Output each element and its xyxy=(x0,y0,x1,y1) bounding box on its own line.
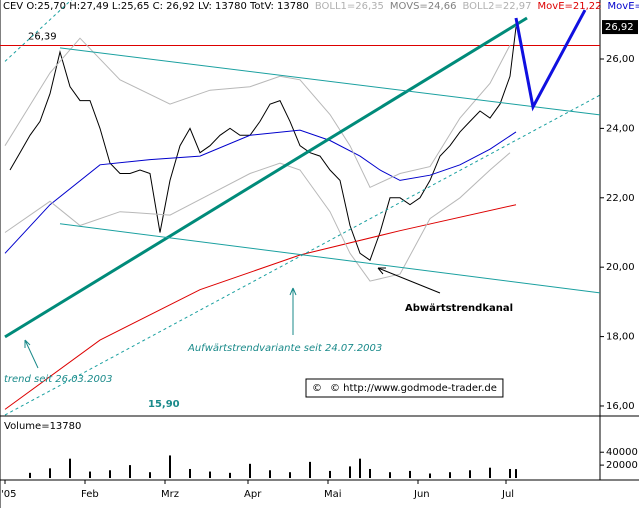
volume-bar xyxy=(169,455,171,478)
y-tick-label: 20000 xyxy=(606,460,638,471)
volume-bar xyxy=(149,472,151,478)
volume-bar xyxy=(409,470,411,478)
y-tick-label: 26,00 xyxy=(606,54,635,65)
indicator-line xyxy=(4,129,517,254)
volume-bar xyxy=(489,467,491,478)
panel-title: Volume=13780 xyxy=(4,421,81,432)
volume-bar xyxy=(69,458,71,478)
volume-bar xyxy=(289,472,291,478)
volume-bar xyxy=(269,470,271,478)
arrow xyxy=(289,287,297,335)
annotation: 15,90 xyxy=(148,399,180,410)
trendline xyxy=(4,16,528,339)
trendline xyxy=(59,47,601,116)
copyright-mark: © xyxy=(312,383,322,394)
annotation: © http://www.godmode-trader.de xyxy=(330,383,497,394)
volume-bar xyxy=(49,468,51,478)
last-price-label: 26,92 xyxy=(605,22,634,33)
volume-bar xyxy=(429,473,431,478)
volume-bar xyxy=(249,463,251,478)
y-tick-label: 22,00 xyxy=(606,193,635,204)
x-tick-label: Feb xyxy=(81,489,99,500)
volume-bar xyxy=(329,470,331,478)
volume-bar xyxy=(509,468,511,478)
header-item: MovE=21,22 xyxy=(538,1,602,12)
volume-bar xyxy=(369,468,371,478)
trendline xyxy=(59,223,601,294)
x-tick-label: Jun xyxy=(413,489,430,500)
y-tick-label: 18,00 xyxy=(606,332,635,343)
header-item: BOLL1=26,35 xyxy=(315,1,384,12)
x-tick-label: Jul xyxy=(501,489,514,500)
volume-bar xyxy=(109,470,111,478)
arrow xyxy=(377,267,441,294)
volume-bar xyxy=(229,472,231,478)
last-price-box xyxy=(602,20,638,35)
volume-bar xyxy=(359,458,361,478)
volume-bar xyxy=(449,472,451,478)
trendline xyxy=(514,9,587,112)
price-line xyxy=(9,27,517,261)
x-tick-label: '05 xyxy=(1,489,16,500)
volume-bar xyxy=(515,469,517,478)
header-item: MovE=23,56 xyxy=(608,1,639,12)
header-item: CEV O:25,70 H:27,49 L:25,65 C: 26,92 LV:… xyxy=(3,1,309,12)
annotation-box xyxy=(305,378,504,398)
high-label: 26,39 xyxy=(28,31,57,42)
volume-bar xyxy=(469,470,471,478)
trendline xyxy=(4,0,72,62)
x-tick-label: Apr xyxy=(244,489,262,500)
y-tick-label: 40000 xyxy=(606,447,638,458)
annotation: Aufwärtstrendvariante seit 24.07.2003 xyxy=(187,343,382,354)
y-tick-label: 16,00 xyxy=(606,401,635,412)
header-item: MOVS=24,66 xyxy=(390,1,457,12)
x-tick-label: Mai xyxy=(324,489,342,500)
volume-bar xyxy=(209,471,211,478)
volume-bar xyxy=(29,472,31,478)
annotation: trend seit 26.03.2003 xyxy=(4,374,113,385)
x-tick-label: Mrz xyxy=(161,489,179,500)
indicator-line xyxy=(4,152,511,282)
y-tick-label: 24,00 xyxy=(606,123,635,134)
volume-bar xyxy=(309,461,311,478)
arrow xyxy=(24,339,39,369)
indicator-line xyxy=(4,37,511,189)
volume-bar xyxy=(389,472,391,478)
volume-bar xyxy=(349,466,351,478)
y-tick-label: 20,00 xyxy=(606,262,635,273)
header-item: BOLL2=22,97 xyxy=(462,1,531,12)
annotation: Abwärtstrendkanal xyxy=(405,303,513,314)
trendline xyxy=(4,94,601,416)
volume-bar xyxy=(89,471,91,478)
indicator-line xyxy=(4,204,517,410)
volume-bar xyxy=(129,465,131,478)
volume-bar xyxy=(189,468,191,478)
